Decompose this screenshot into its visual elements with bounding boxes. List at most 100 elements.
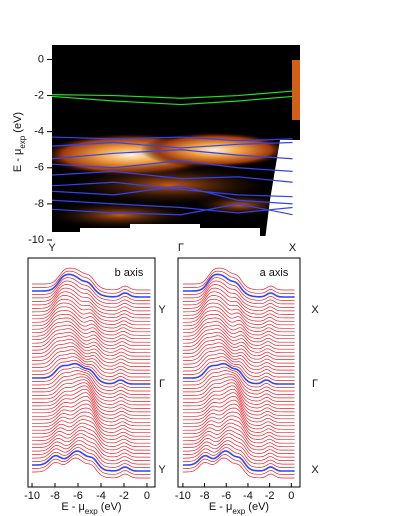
edc-curve bbox=[182, 313, 295, 336]
edc-curve bbox=[32, 362, 151, 385]
edc-curve bbox=[182, 287, 295, 312]
edc-curve bbox=[32, 317, 151, 340]
band-line bbox=[51, 181, 293, 198]
axis-label-part: E - μ bbox=[12, 149, 24, 172]
edc-curve bbox=[182, 388, 295, 413]
edc-curve bbox=[182, 321, 295, 343]
edc-curve bbox=[32, 267, 151, 291]
edc-curve bbox=[182, 338, 295, 360]
x-tick-label: 0 bbox=[288, 490, 294, 502]
edc-curve bbox=[32, 328, 151, 350]
x-tick-label: -6 bbox=[221, 490, 231, 502]
panel-label: b axis bbox=[115, 267, 144, 279]
edc-curve bbox=[182, 295, 295, 319]
edc-curve bbox=[32, 415, 151, 437]
edc-curve bbox=[182, 345, 295, 367]
edc-curve bbox=[182, 450, 295, 472]
edc-curve bbox=[32, 454, 151, 475]
edc-curve bbox=[182, 335, 295, 357]
edc-curve bbox=[182, 447, 295, 468]
y-tick-label: -8 bbox=[34, 198, 44, 210]
curve-label: Γ bbox=[159, 378, 165, 390]
x-tick-label: -2 bbox=[265, 490, 275, 502]
panel-frame bbox=[177, 257, 301, 488]
x-tick-label: -10 bbox=[24, 490, 40, 502]
edc-curve bbox=[182, 411, 295, 434]
band-line bbox=[51, 90, 293, 99]
edc-curve bbox=[182, 429, 295, 451]
x-tick-label: -2 bbox=[119, 490, 129, 502]
edc-curve bbox=[182, 373, 295, 395]
edc-curve bbox=[32, 273, 151, 298]
edc-curve bbox=[32, 313, 151, 336]
x-tick-label: X bbox=[289, 242, 297, 254]
y-tick-label: -10 bbox=[28, 234, 44, 246]
edc-curve bbox=[32, 321, 151, 343]
band-line bbox=[51, 141, 293, 149]
edc-curve bbox=[32, 433, 151, 454]
axis-label-part: (eV) bbox=[12, 112, 24, 136]
band-line bbox=[51, 203, 293, 216]
edc-curve bbox=[32, 385, 151, 409]
edc-curve bbox=[32, 359, 151, 381]
curve-label: Y bbox=[158, 304, 166, 316]
edc-curve bbox=[182, 359, 295, 381]
edc-curve bbox=[32, 280, 151, 305]
edc-curve bbox=[182, 370, 295, 392]
edc-curve bbox=[32, 310, 151, 333]
edc-curve bbox=[182, 362, 295, 385]
edc-curve bbox=[32, 407, 151, 430]
edc-curve bbox=[182, 392, 295, 416]
y-tick-label: -4 bbox=[34, 126, 44, 138]
edc-curve bbox=[32, 379, 151, 402]
edc-curve bbox=[32, 422, 151, 444]
edc-curve bbox=[32, 392, 151, 416]
edc-curve bbox=[32, 287, 151, 312]
edc-curve bbox=[182, 267, 295, 291]
edc-curve bbox=[182, 415, 295, 437]
y-tick-label: -2 bbox=[34, 89, 44, 101]
edc-curve bbox=[182, 443, 295, 465]
band-line bbox=[51, 136, 293, 142]
edc-curve bbox=[182, 426, 295, 448]
edc-curve bbox=[182, 433, 295, 454]
band-line bbox=[51, 159, 293, 172]
edc-curve bbox=[182, 280, 295, 305]
axis-label-part: (eV) bbox=[98, 501, 122, 513]
axis-label-part: E - μ bbox=[61, 501, 84, 513]
edc-curve bbox=[182, 342, 295, 364]
edc-curve bbox=[32, 443, 151, 465]
curve-label: Γ bbox=[312, 378, 318, 390]
band-line bbox=[51, 185, 293, 205]
edc-curve bbox=[182, 395, 295, 420]
edc-curve bbox=[32, 457, 151, 479]
edc-curve bbox=[32, 349, 151, 371]
edc-curve bbox=[32, 295, 151, 319]
edc-curve bbox=[182, 366, 295, 388]
x-tick-label: -4 bbox=[96, 490, 106, 502]
x-tick-label: -10 bbox=[175, 490, 191, 502]
band-line bbox=[51, 149, 293, 160]
edc-curve bbox=[182, 284, 295, 308]
edc-curve bbox=[32, 447, 151, 468]
y-tick-label: -6 bbox=[34, 162, 44, 174]
edc-curve bbox=[32, 395, 151, 420]
edc-curve bbox=[182, 407, 295, 430]
axis-label: E - μexp (eV) bbox=[61, 501, 121, 516]
x-tick-label: Γ bbox=[178, 242, 184, 254]
edc-curve bbox=[32, 366, 151, 388]
edc-curve bbox=[32, 376, 151, 399]
edc-curve bbox=[182, 298, 295, 322]
edc-curve bbox=[182, 440, 295, 461]
edc-curve bbox=[32, 436, 151, 458]
edc-curve bbox=[32, 373, 151, 395]
edc-curve bbox=[32, 291, 151, 315]
edc-curve bbox=[32, 338, 151, 360]
band-line bbox=[51, 170, 293, 183]
curve-label: X bbox=[311, 304, 319, 316]
edc-curve bbox=[32, 403, 151, 427]
band-line bbox=[51, 199, 293, 214]
edc-curve bbox=[32, 382, 151, 406]
x-tick-label: -6 bbox=[73, 490, 83, 502]
